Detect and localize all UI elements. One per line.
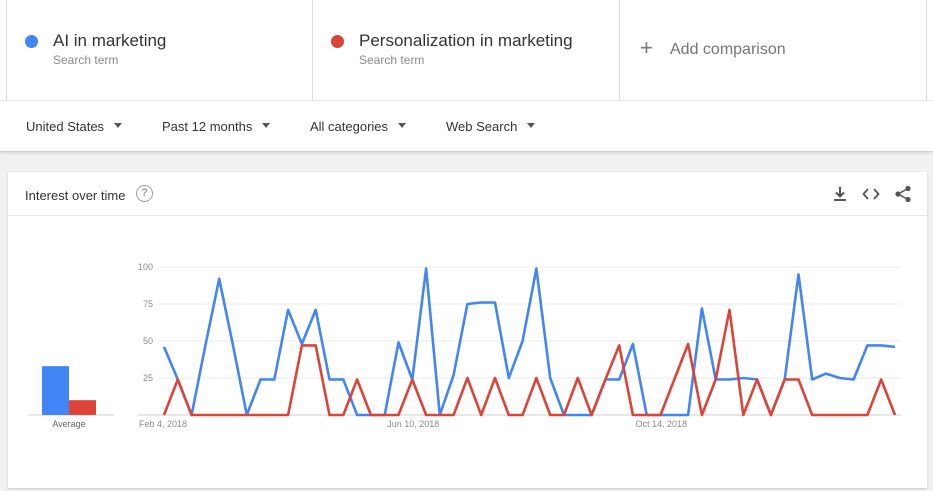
interest-over-time-card: Interest over time ? 25 50 75 100 Average F… — [8, 172, 927, 488]
add-comparison-label: Add comparison — [670, 41, 786, 59]
filter-bar: United States Past 12 months All categor… — [0, 100, 933, 152]
plus-icon: + — [640, 37, 653, 59]
term-1-type: Search term — [53, 53, 118, 67]
caret-down-icon — [114, 123, 122, 128]
search-term-1[interactable]: AI in marketing Search term — [6, 0, 313, 100]
time-range-label: Past 12 months — [162, 119, 252, 134]
y-tick-label: 100 — [138, 262, 153, 272]
term-1-name[interactable]: AI in marketing — [53, 31, 166, 51]
y-tick-label: 25 — [143, 373, 153, 383]
term-2-type: Search term — [359, 53, 424, 67]
add-comparison-button[interactable]: + Add comparison — [620, 0, 927, 100]
search-type-dropdown[interactable]: Web Search — [446, 119, 535, 134]
average-label: Average — [52, 419, 85, 429]
time-range-dropdown[interactable]: Past 12 months — [162, 119, 270, 134]
embed-code-icon[interactable] — [861, 184, 881, 204]
share-icon[interactable] — [893, 184, 913, 204]
region-label: United States — [26, 119, 104, 134]
term-2-name[interactable]: Personalization in marketing — [359, 31, 573, 51]
caret-down-icon — [527, 123, 535, 128]
search-term-2[interactable]: Personalization in marketing Search term — [313, 0, 620, 100]
term-2-color-dot — [331, 35, 344, 48]
search-type-label: Web Search — [446, 119, 517, 134]
category-label: All categories — [310, 119, 388, 134]
caret-down-icon — [262, 123, 270, 128]
interest-chart: 25 50 75 100 Average Feb 4, 2018 Jun 10, 201… — [8, 216, 927, 488]
search-terms-bar: AI in marketing Search term Personalizat… — [0, 0, 933, 100]
average-bar — [42, 366, 69, 415]
x-tick-label: Jun 10, 2018 — [387, 419, 439, 429]
card-title: Interest over time — [25, 188, 125, 203]
caret-down-icon — [398, 123, 406, 128]
y-tick-label: 50 — [143, 336, 153, 346]
series-line — [164, 310, 895, 415]
term-1-color-dot — [25, 35, 38, 48]
average-bar — [69, 400, 96, 415]
category-dropdown[interactable]: All categories — [310, 119, 406, 134]
download-icon[interactable] — [830, 184, 850, 204]
x-tick-label: Feb 4, 2018 — [139, 419, 187, 429]
y-tick-label: 75 — [143, 299, 153, 309]
x-tick-label: Oct 14, 2018 — [636, 419, 688, 429]
help-icon[interactable]: ? — [136, 185, 153, 202]
card-header: Interest over time ? — [8, 172, 927, 216]
region-dropdown[interactable]: United States — [26, 119, 122, 134]
